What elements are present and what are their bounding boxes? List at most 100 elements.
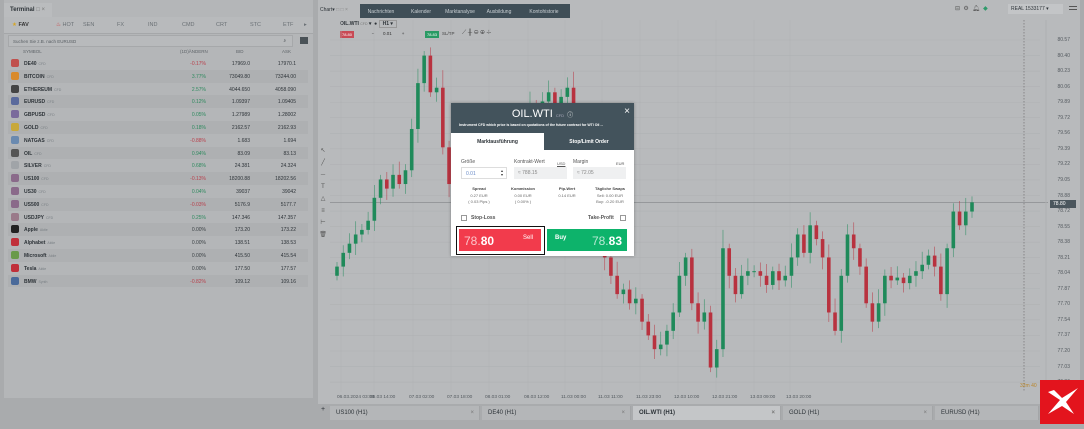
bell-icon[interactable]: 🔔︎ <box>972 6 980 12</box>
category-tab-sen[interactable]: SEN <box>83 22 95 28</box>
terminal-tab[interactable]: Terminal □ × <box>4 3 52 17</box>
watchlist-row[interactable]: Alphabet Aktie 0.00% 138.51 138.53 <box>8 236 308 249</box>
ask-price[interactable]: 24.324 <box>280 163 296 170</box>
indicator-icon[interactable]: ⟋ <box>462 30 467 36</box>
ask-price[interactable]: 173.22 <box>280 227 296 234</box>
connection-icon[interactable]: ◆ <box>983 6 988 12</box>
category-tab-ind[interactable]: IND <box>148 22 158 28</box>
watchlist-row[interactable]: US500 CFD -0.03% 5176.9 5177.7 <box>8 197 308 211</box>
measure-icon[interactable]: ⊢ <box>320 220 326 226</box>
chart-menu[interactable]: Chart▾ □ □ × <box>320 7 348 13</box>
volume-input[interactable]: − 0.01 + <box>371 31 405 36</box>
category-tab-cmd[interactable]: CMD <box>182 22 195 28</box>
watchlist-row[interactable]: OIL CFD 0.94% 83.09 83.13 <box>8 146 308 160</box>
ask-price[interactable]: 1.09405 <box>277 99 296 106</box>
ask-price[interactable]: 147.357 <box>277 214 296 221</box>
globe-icon[interactable]: ● <box>374 21 378 27</box>
bid-price[interactable]: 18200.88 <box>229 176 250 183</box>
shape-icon[interactable]: △ <box>320 196 326 202</box>
settings-icon[interactable]: ⚙ <box>963 6 969 12</box>
watchlist-row[interactable]: DE40 CFD -0.17% 17969.0 17970.1 <box>8 57 308 70</box>
nav-tab-nachrichten[interactable]: Nachrichten <box>367 9 395 15</box>
watchlist-row[interactable]: BMW Synth -0.82% 109.12 109.16 <box>8 274 308 288</box>
info-icon[interactable]: ⓘ <box>567 113 574 119</box>
category-tab-fx[interactable]: FX <box>117 22 125 28</box>
nav-tab-kontohistorie[interactable]: Kontohistorie <box>529 9 559 15</box>
sltp-button[interactable]: SL/TP <box>442 31 455 36</box>
ask-price[interactable]: 1.694 <box>283 137 296 144</box>
bid-price[interactable]: 177.50 <box>234 265 250 272</box>
nav-tab-ausbildung[interactable]: Ausbildung <box>486 9 512 15</box>
account-selector[interactable]: REAL 1533177 ▾ <box>1008 4 1063 14</box>
ask-price[interactable]: 17970.1 <box>277 61 296 67</box>
bid-price[interactable]: 1.683 <box>237 137 250 144</box>
ask-price[interactable]: 83.13 <box>283 150 296 157</box>
layout-icon[interactable]: ⊟ <box>955 6 961 12</box>
ask-price[interactable]: 415.54 <box>280 253 296 259</box>
watchlist-row[interactable]: Apple Aktie 0.00% 173.20 173.22 <box>8 223 308 237</box>
stop-loss-checkbox[interactable] <box>461 215 467 221</box>
bid-price[interactable]: 24.381 <box>234 163 250 170</box>
ask-price[interactable]: 2162.93 <box>277 125 296 131</box>
add-chart-tab-button[interactable]: + <box>320 406 326 413</box>
sell-button[interactable]: 78.80 Sell <box>459 229 541 251</box>
watchlist-row[interactable]: Microsoft Aktie 0.00% 415.50 415.54 <box>8 249 308 262</box>
zoom-out-icon[interactable]: ⊖ <box>473 30 479 36</box>
category-tab-fav[interactable]: ★ FAV <box>12 22 29 28</box>
grid-view-icon[interactable] <box>300 37 308 44</box>
bid-price[interactable]: 109.12 <box>234 278 250 285</box>
ask-price[interactable]: 109.16 <box>280 278 296 285</box>
close-tab-icon[interactable]: × <box>470 410 474 416</box>
category-tab-hot[interactable]: ♨ HOT <box>56 22 75 28</box>
quick-sell-button[interactable]: 78.80 <box>340 31 354 38</box>
chart-type-icon[interactable]: ╫ <box>467 30 473 36</box>
bid-price[interactable]: 4044.650 <box>229 86 250 93</box>
watchlist-row[interactable]: GOLD CFD 0.18% 2162.57 2162.93 <box>8 121 308 134</box>
search-icon[interactable]: ⌕ <box>283 38 286 43</box>
watchlist-row[interactable]: US100 CFD -0.13% 18200.88 18202.56 <box>8 172 308 185</box>
bid-price[interactable]: 173.20 <box>234 227 250 234</box>
chart-tab[interactable]: OIL.WTI (H1) × <box>633 406 781 420</box>
ask-price[interactable]: 138.53 <box>280 240 296 247</box>
bid-price[interactable]: 83.09 <box>237 150 250 157</box>
watchlist-row[interactable]: BITCOIN CFD 3.77% 73049.80 73244.00 <box>8 69 308 83</box>
chart-tab[interactable]: GOLD (H1) × <box>783 406 933 420</box>
size-input[interactable]: 0.01 ▴ ▾ <box>461 167 507 179</box>
close-icon[interactable]: × <box>624 106 630 117</box>
ask-price[interactable]: 4058.090 <box>275 86 296 93</box>
ask-price[interactable]: 1.28002 <box>277 112 296 119</box>
line-icon[interactable]: ╱ <box>321 160 325 166</box>
quick-buy-button[interactable]: 78.83 <box>425 31 439 38</box>
contract-currency[interactable]: USD <box>557 161 566 166</box>
watchlist-row[interactable]: US30 CFD 0.04% 39037 39042 <box>8 185 308 198</box>
ask-price[interactable]: 177.57 <box>280 265 296 272</box>
nav-tab-kalender[interactable]: Kalender <box>410 9 431 15</box>
hline-icon[interactable]: ─ <box>320 172 326 178</box>
bid-price[interactable]: 17969.0 <box>231 61 250 67</box>
buy-button[interactable]: Buy 78.83 <box>547 229 627 251</box>
watchlist-row[interactable]: NATGAS CFD -0.88% 1.683 1.694 <box>8 134 308 147</box>
bid-price[interactable]: 1.27989 <box>231 112 250 119</box>
bid-price[interactable]: 2162.57 <box>231 125 250 131</box>
close-tab-icon[interactable]: × <box>923 410 927 416</box>
bid-price[interactable]: 147.346 <box>231 214 250 221</box>
chart-area[interactable] <box>318 0 1080 404</box>
nav-tab-marktanalyse[interactable]: Marktanalyse <box>445 9 475 15</box>
zoom-in-icon[interactable]: ⊕ <box>480 30 485 36</box>
watchlist-row[interactable]: GBPUSD CFD 0.05% 1.27989 1.28002 <box>8 108 308 121</box>
watchlist-row[interactable]: EURUSD CFD 0.12% 1.09397 1.09405 <box>8 95 308 109</box>
chart-tab[interactable]: DE40 (H1) × <box>482 406 631 420</box>
watchlist-row[interactable]: Tesla Aktie 0.00% 177.50 177.57 <box>8 262 308 275</box>
fib-icon[interactable]: ≡ <box>321 208 325 214</box>
bid-price[interactable]: 415.50 <box>234 253 250 259</box>
bid-price[interactable]: 1.09397 <box>231 99 250 106</box>
ask-price[interactable]: 39042 <box>282 189 296 195</box>
symbol-search-input[interactable]: Suchen Sie z.B. nach EURUSD ⌕ <box>8 35 293 47</box>
text-icon[interactable]: T <box>321 184 325 190</box>
category-tab-stc[interactable]: STC <box>250 22 261 28</box>
more-categories-icon[interactable]: ▸ <box>304 22 307 28</box>
bid-price[interactable]: 138.51 <box>234 240 250 247</box>
watchlist-row[interactable]: SILVER CFD 0.68% 24.381 24.324 <box>8 159 308 172</box>
tab-stop-limit-order[interactable]: Stop/Limit Order <box>544 133 634 150</box>
chart-tab[interactable]: EURUSD (H1) <box>935 406 1039 420</box>
